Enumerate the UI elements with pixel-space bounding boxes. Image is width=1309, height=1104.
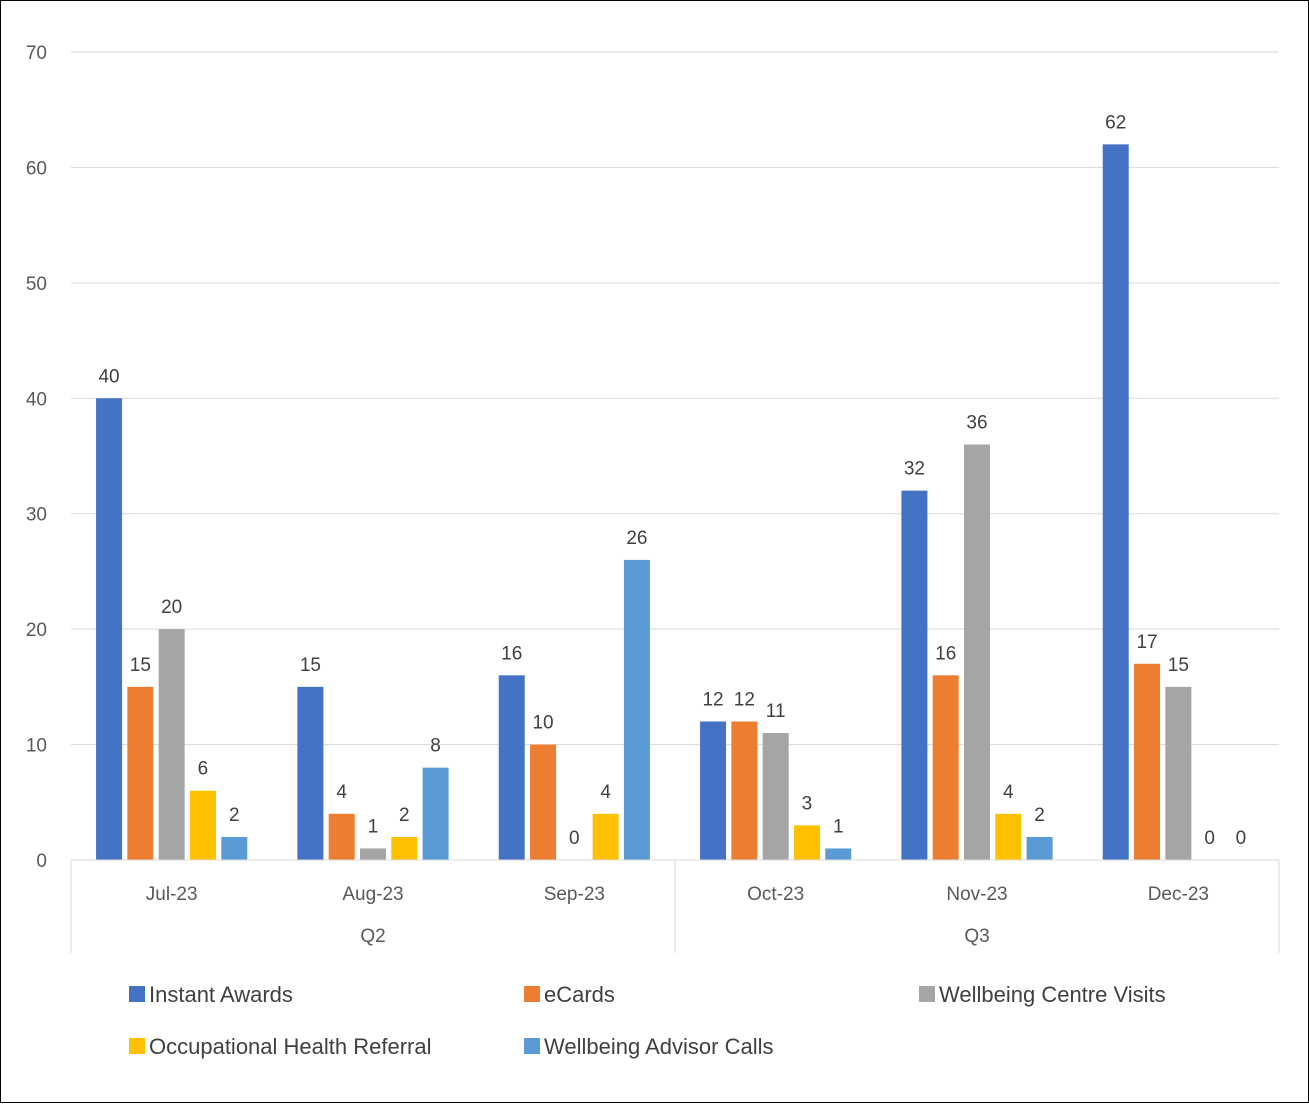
data-label: 8 <box>430 736 441 757</box>
data-label: 15 <box>130 655 151 676</box>
bar <box>189 790 216 860</box>
data-label: 20 <box>161 597 182 618</box>
bar <box>530 744 557 860</box>
data-label: 6 <box>198 759 209 780</box>
bar <box>700 721 727 860</box>
gridlines <box>71 51 1279 861</box>
bar <box>96 398 123 860</box>
data-label: 0 <box>1236 828 1247 849</box>
bar <box>127 686 154 860</box>
data-label: 12 <box>734 689 755 710</box>
data-label: 40 <box>98 366 119 387</box>
data-label: 2 <box>229 805 240 826</box>
y-tick-label: 30 <box>26 505 47 526</box>
bar <box>762 733 789 860</box>
data-label: 62 <box>1105 112 1126 133</box>
data-label: 16 <box>501 643 522 664</box>
bar <box>391 836 418 860</box>
legend-label: Instant Awards <box>149 982 293 1007</box>
data-label: 15 <box>1168 655 1189 676</box>
x-tick-label: Dec-23 <box>1148 884 1209 905</box>
bar <box>1134 663 1161 860</box>
y-tick-label: 60 <box>26 158 47 179</box>
x-tick-label: Nov-23 <box>946 884 1007 905</box>
data-label: 4 <box>1003 782 1014 803</box>
x-axis: Jul-23 Aug-23 Sep-23 Oct-23 Nov-23 Dec-23 Q2 Q3 <box>70 859 1280 953</box>
bar <box>498 675 525 860</box>
bar <box>1026 836 1053 860</box>
bar <box>932 675 959 860</box>
bar <box>901 490 928 860</box>
y-tick-label: 40 <box>26 389 47 410</box>
data-label: 2 <box>1034 805 1045 826</box>
bar <box>1102 144 1129 861</box>
data-label: 17 <box>1136 632 1157 653</box>
bar <box>825 848 852 860</box>
data-label: 10 <box>532 713 553 734</box>
legend-label: Wellbeing Advisor Calls <box>544 1034 773 1059</box>
bar <box>731 721 758 860</box>
y-tick-label: 10 <box>26 736 47 757</box>
legend-label: Occupational Health Referral <box>149 1034 431 1059</box>
bar <box>360 848 386 860</box>
group-label: Q3 <box>964 926 989 947</box>
data-label: 12 <box>702 689 723 710</box>
data-label: 32 <box>904 459 925 480</box>
data-label: 4 <box>336 782 347 803</box>
bar <box>221 836 248 860</box>
x-tick-label: Aug-23 <box>342 884 403 905</box>
data-label: 1 <box>368 816 379 837</box>
bar <box>328 813 355 860</box>
bar <box>422 767 449 860</box>
data-label: 11 <box>766 701 786 722</box>
bar <box>592 813 619 860</box>
bars <box>96 144 1192 861</box>
legend-label: eCards <box>544 982 615 1007</box>
y-tick-label: 70 <box>26 43 47 64</box>
legend: Instant Awards eCards Wellbeing Centre Vis… <box>129 982 1166 1059</box>
bar <box>297 686 324 860</box>
bar <box>158 629 185 860</box>
legend-swatch <box>129 986 145 1002</box>
bar <box>964 444 990 860</box>
legend-swatch <box>524 986 540 1002</box>
x-tick-label: Sep-23 <box>544 884 605 905</box>
bar <box>995 813 1022 860</box>
group-label: Q2 <box>360 926 385 947</box>
bar <box>793 825 820 860</box>
data-label: 3 <box>802 793 813 814</box>
x-tick-label: Jul-23 <box>146 884 198 905</box>
bar <box>1165 686 1192 860</box>
bar <box>623 559 650 860</box>
data-label: 4 <box>600 782 611 803</box>
data-label: 2 <box>399 805 410 826</box>
y-tick-label: 0 <box>36 851 47 872</box>
data-label: 36 <box>966 412 987 433</box>
x-tick-label: Oct-23 <box>747 884 804 905</box>
legend-label: Wellbeing Centre Visits <box>939 982 1166 1007</box>
legend-swatch <box>129 1038 145 1054</box>
legend-swatch <box>919 986 935 1002</box>
data-label: 0 <box>569 828 580 849</box>
data-label: 0 <box>1204 828 1215 849</box>
y-tick-label: 20 <box>26 620 47 641</box>
data-label: 26 <box>626 528 647 549</box>
y-axis: 0 10 20 30 40 50 60 70 <box>26 43 47 872</box>
legend-swatch <box>524 1038 540 1054</box>
y-tick-label: 50 <box>26 274 47 295</box>
data-label: 1 <box>833 816 844 837</box>
data-label: 15 <box>300 655 321 676</box>
data-label: 16 <box>935 643 956 664</box>
